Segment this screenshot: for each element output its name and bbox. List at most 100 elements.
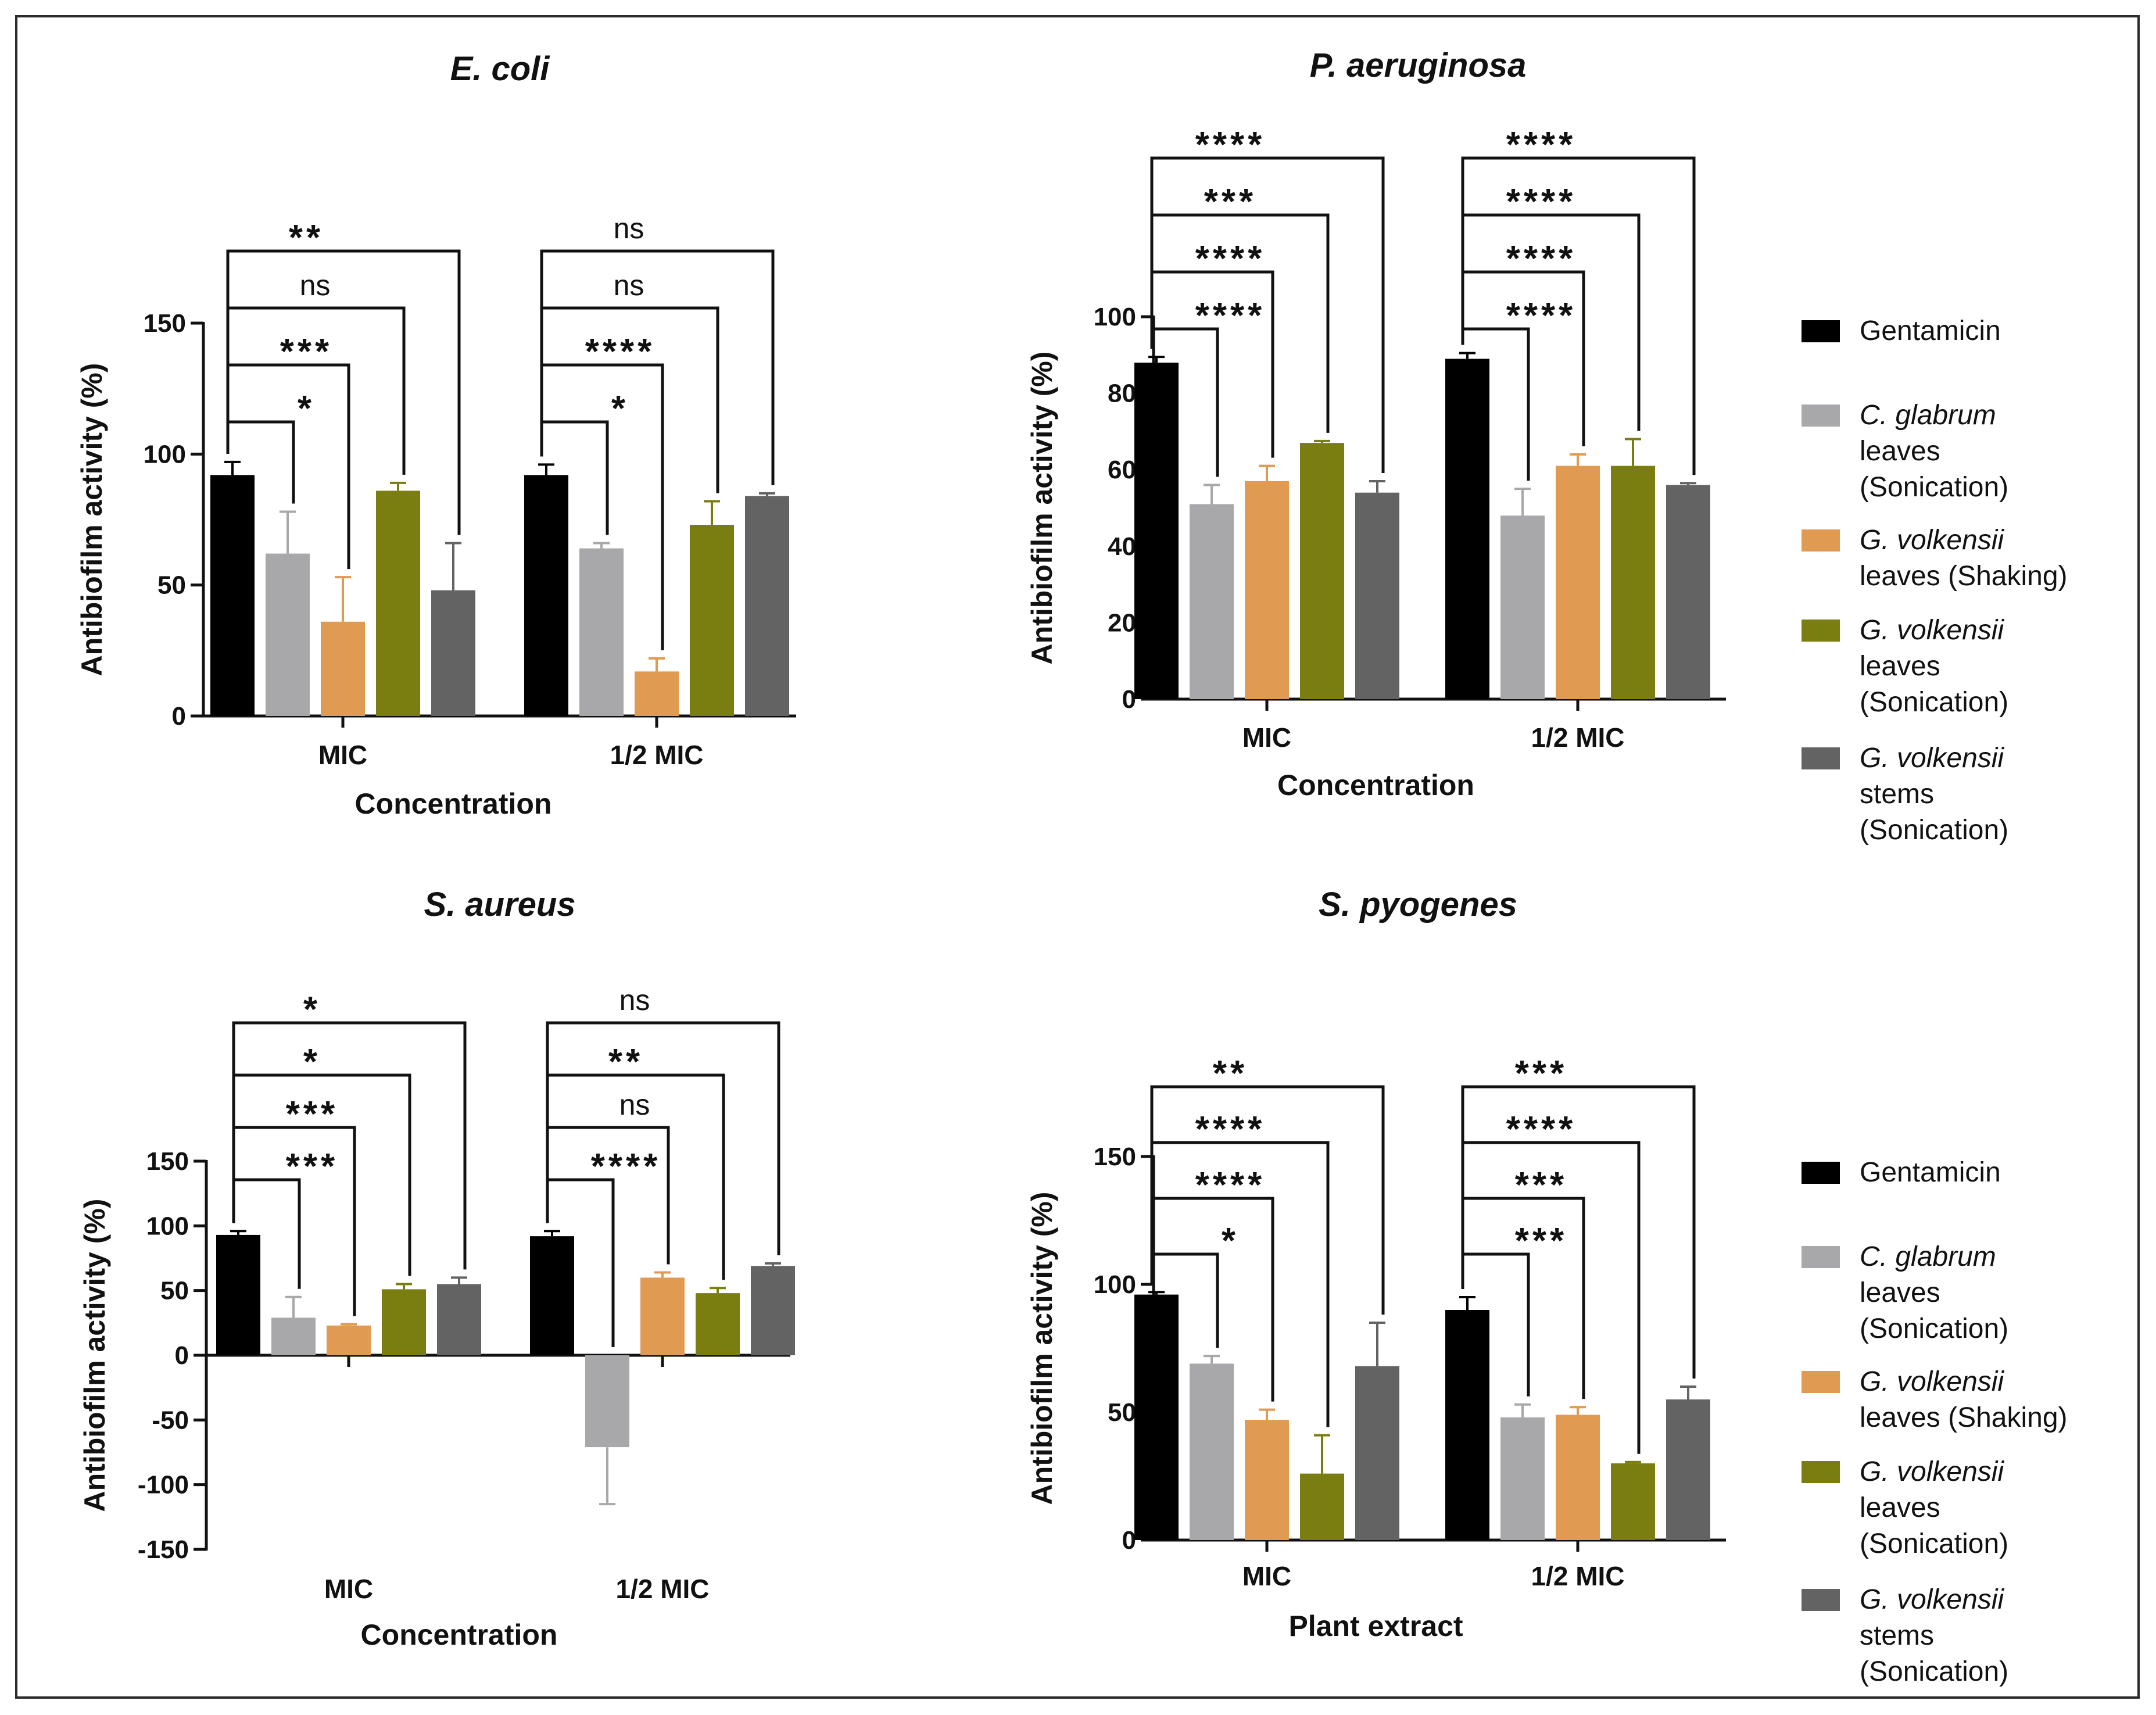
bar <box>579 548 624 716</box>
legend-swatch <box>1802 404 1840 427</box>
significance-label: ns <box>300 269 331 302</box>
legend-swatch <box>1802 1371 1840 1393</box>
bar <box>1134 362 1179 699</box>
legend-swatch <box>1802 320 1840 342</box>
bar <box>1666 485 1710 699</box>
y-tick-label: 150 <box>146 1147 189 1176</box>
legend-label-line3: (Sonication) <box>1860 815 2008 846</box>
significance-label: ns <box>614 269 644 302</box>
bar <box>1300 443 1344 699</box>
significance-bracket <box>1461 156 1696 475</box>
legend-label: Gentamicin <box>1860 1157 2001 1188</box>
y-tick-label: 20 <box>1108 608 1136 637</box>
bar <box>1190 1363 1234 1540</box>
legend-swatch <box>1802 1162 1840 1184</box>
significance-label: **** <box>1195 1165 1266 1205</box>
chart-title: E. coli <box>450 50 551 88</box>
legend-label-line2: leaves (Shaking) <box>1860 561 2068 592</box>
legend-2: Gentamicin C. glabrum leaves (Sonication) G.… <box>1802 1157 2068 1687</box>
bar <box>1611 466 1655 699</box>
significance-label: ** <box>289 218 324 258</box>
chart-panel-1: E. coli 0 50 100 150 Antibiofilm activity (%)… <box>76 50 796 820</box>
significance-label: **** <box>1195 125 1266 165</box>
legend-label-line2: leaves <box>1860 1492 1940 1523</box>
legend-label-line2: stems <box>1860 1620 1934 1651</box>
significance-label: * <box>303 1042 321 1082</box>
bar <box>216 1234 260 1355</box>
chart-panel-2: P. aeruginosa 0 20 40 60 80 100 Antibiofilm act… <box>1026 46 1726 801</box>
significance-label: ns <box>614 212 644 245</box>
bar <box>1500 515 1545 699</box>
bar <box>327 1325 371 1355</box>
legend-label: G. volkensii <box>1860 1456 2004 1487</box>
bar <box>1300 1473 1344 1540</box>
significance-bracket <box>232 1021 467 1270</box>
chart-title: S. aureus <box>424 886 575 923</box>
legend-swatch <box>1802 1461 1840 1483</box>
bar <box>1445 359 1489 699</box>
y-tick-label: 80 <box>1108 379 1136 408</box>
bar <box>1134 1294 1179 1540</box>
bar <box>437 1284 481 1355</box>
significance-bracket <box>546 1021 780 1255</box>
y-tick-label: 150 <box>144 309 186 338</box>
legend-label: Gentamicin <box>1860 316 2001 346</box>
bar <box>321 621 365 716</box>
significance-label: **** <box>1195 296 1266 336</box>
significance-bracket <box>1150 156 1385 473</box>
chart-panel-4: S. pyogenes 0 50 100 150 Antibiofilm activity… <box>1026 886 1726 1642</box>
y-tick-label: 50 <box>1108 1398 1136 1427</box>
bar <box>635 671 679 716</box>
bar <box>1445 1310 1489 1540</box>
bar <box>1355 1366 1399 1540</box>
y-tick-label: 150 <box>1094 1143 1136 1171</box>
y-tick-label: -100 <box>138 1471 189 1499</box>
bar <box>266 553 310 716</box>
bar <box>1666 1399 1710 1540</box>
bar <box>1500 1417 1545 1540</box>
category-label: MIC <box>318 740 367 770</box>
legend-label-line2: stems <box>1860 779 1934 810</box>
significance-label: ns <box>619 984 650 1016</box>
significance-label: **** <box>1506 296 1577 336</box>
legend-label-line3: (Sonication) <box>1860 1656 2008 1687</box>
significance-label: **** <box>1506 182 1577 222</box>
legend-swatch <box>1802 747 1840 769</box>
x-axis-label: Concentration <box>361 1619 558 1651</box>
y-tick-label: 100 <box>146 1212 189 1240</box>
legend-label-line2: leaves (Shaking) <box>1860 1402 2068 1433</box>
significance-label: *** <box>1515 1165 1567 1205</box>
legend-label: C. glabrum <box>1860 400 1996 431</box>
bar <box>271 1317 316 1355</box>
bar <box>1190 504 1234 699</box>
y-tick-label: 0 <box>1122 685 1136 714</box>
category-label: 1/2 MIC <box>615 1574 709 1604</box>
y-tick-label: 100 <box>1094 303 1136 331</box>
x-axis-label: Concentration <box>1277 769 1474 801</box>
significance-label: *** <box>1515 1221 1567 1261</box>
category-label: MIC <box>1242 722 1291 753</box>
significance-label: **** <box>585 332 656 372</box>
legend-label-line2: leaves <box>1860 1277 1940 1308</box>
significance-label: **** <box>1506 239 1577 279</box>
bar <box>1245 1420 1289 1540</box>
figure-frame <box>15 15 2140 1699</box>
significance-label: ns <box>619 1089 650 1121</box>
legend-label: G. volkensii <box>1860 743 2004 774</box>
legend-label-line3: (Sonication) <box>1860 687 2008 718</box>
y-tick-label: 50 <box>157 571 186 600</box>
legend-swatch <box>1802 1246 1840 1268</box>
category-label: 1/2 MIC <box>1531 722 1624 753</box>
category-label: MIC <box>1242 1561 1291 1591</box>
legend-label: G. volkensii <box>1860 1366 2004 1397</box>
bar <box>751 1266 795 1355</box>
bar <box>1611 1463 1655 1540</box>
bar <box>431 590 475 716</box>
legend-label: G. volkensii <box>1860 1584 2004 1615</box>
significance-label: **** <box>591 1147 661 1187</box>
y-axis-label: Antibiofilm activity (%) <box>1026 1192 1058 1505</box>
bar <box>530 1236 574 1355</box>
significance-label: **** <box>1506 1109 1577 1150</box>
significance-bracket <box>540 249 775 485</box>
